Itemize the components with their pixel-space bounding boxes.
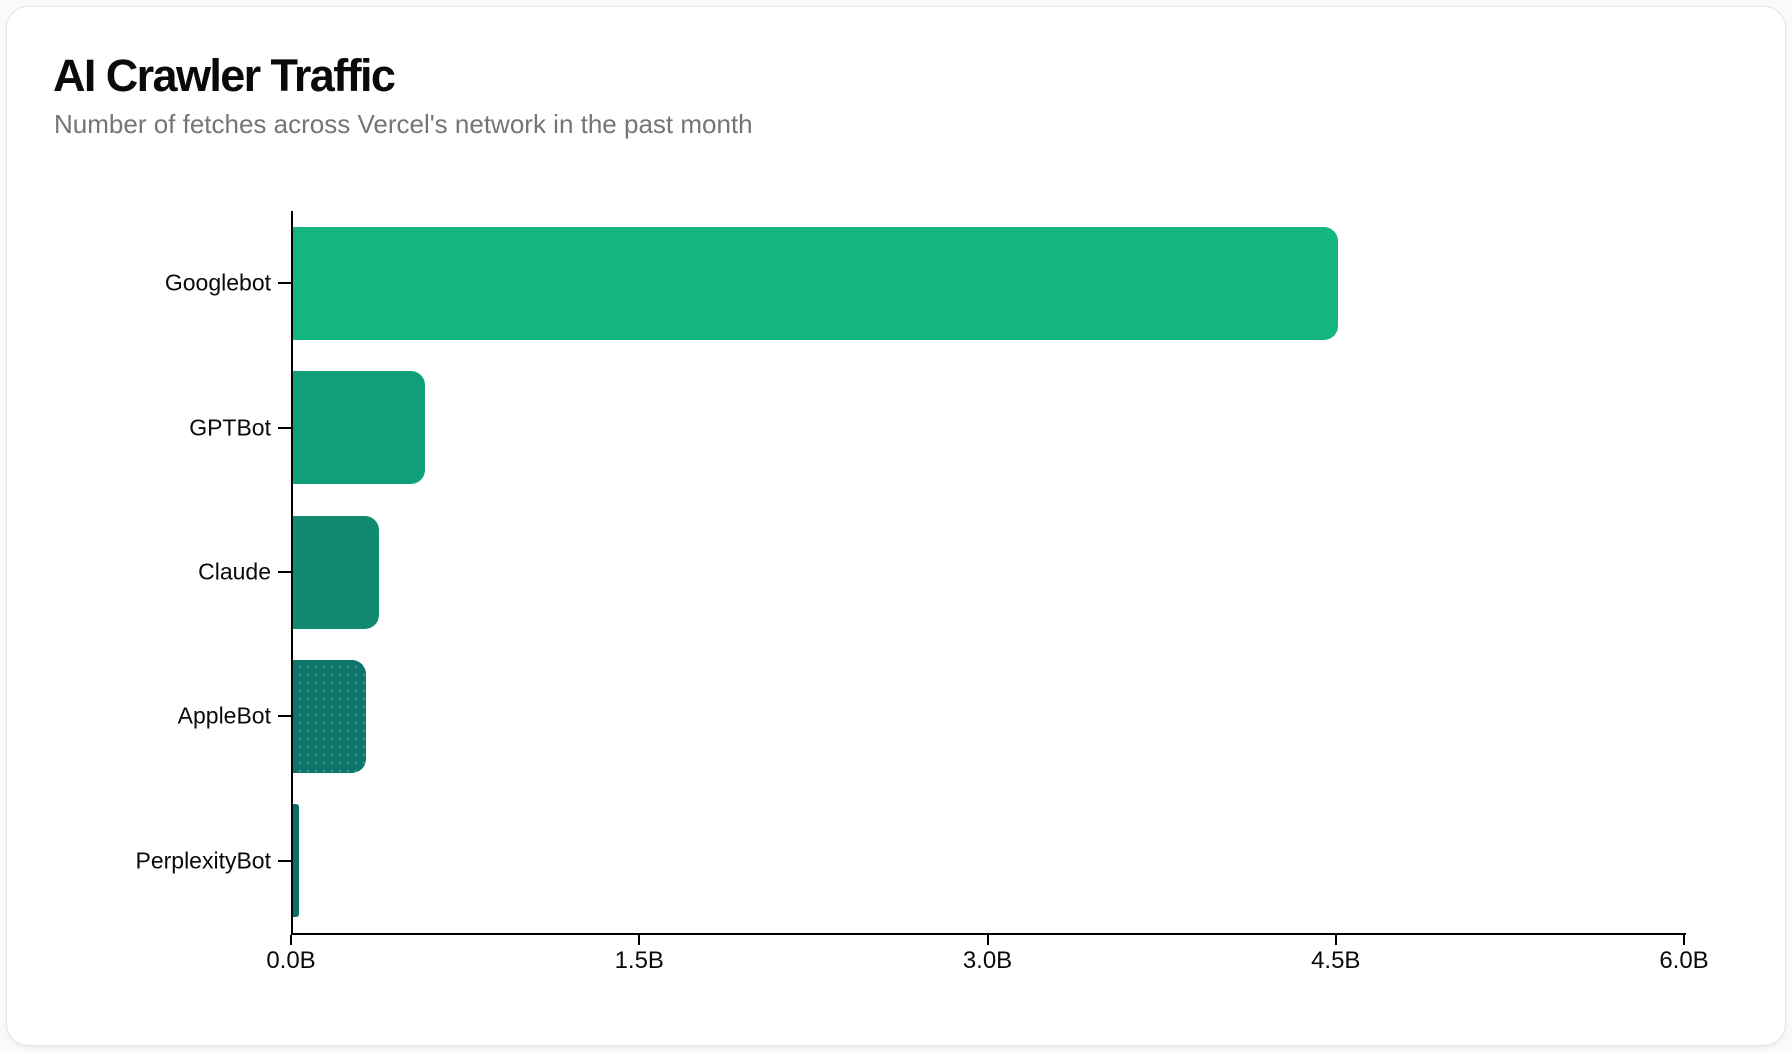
x-axis-label-6.0b: 6.0B (1659, 947, 1709, 974)
bar-gptbot (293, 371, 426, 485)
y-axis-label-claude: Claude (198, 558, 271, 585)
x-axis-label-3.0b: 3.0B (962, 947, 1013, 974)
bar-applebot (293, 659, 366, 773)
x-axis-label-1.5b: 1.5B (614, 947, 664, 974)
y-axis-tick (278, 426, 291, 429)
chart-card: AI Crawler Traffic Number of fetches acr… (6, 6, 1786, 1046)
y-axis-tick (278, 282, 291, 285)
x-axis-tick (1334, 935, 1337, 945)
y-axis-label-googlebot: Googlebot (164, 269, 271, 296)
x-axis-tick (1683, 935, 1685, 945)
x-axis-label-4.5b: 4.5B (1311, 947, 1361, 974)
y-axis-label-gptbot: GPTBot (189, 414, 271, 441)
page-subtitle: Number of fetches across Vercel's networ… (54, 109, 753, 139)
y-axis-tick (278, 859, 291, 862)
y-axis-label-applebot: AppleBot (177, 702, 271, 729)
x-axis-tick (290, 935, 292, 945)
bar-googlebot (293, 226, 1338, 340)
plot-area (291, 211, 1686, 935)
x-axis-tick (986, 935, 989, 945)
bar-claude (293, 515, 379, 629)
y-axis-tick (278, 715, 291, 718)
x-axis-label-0.0b: 0.0B (266, 947, 316, 974)
bar-perplexitybot (293, 804, 299, 918)
y-axis-label-perplexitybot: PerplexityBot (135, 847, 271, 874)
page-title: AI Crawler Traffic (53, 50, 396, 101)
y-axis-tick (278, 571, 291, 573)
x-axis-tick (638, 935, 641, 945)
